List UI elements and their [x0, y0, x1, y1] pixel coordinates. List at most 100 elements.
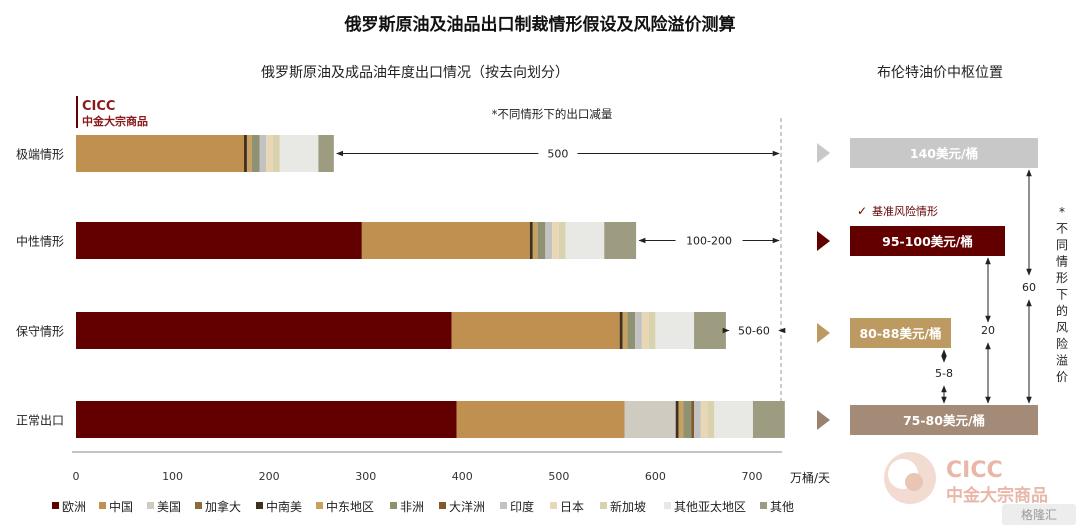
bar-segment: [694, 401, 701, 438]
bar-segment: [624, 401, 676, 438]
category-label: 中性情形: [16, 234, 64, 249]
check-icon: ✓: [857, 204, 867, 218]
vertical-note-char: 形: [1056, 271, 1068, 285]
x-axis-unit: 万桶/天: [790, 470, 830, 485]
legend-swatch: [550, 502, 557, 509]
reduction-label: 100-200: [686, 235, 732, 248]
bar-segment: [361, 222, 530, 259]
vertical-note-char: 不: [1056, 222, 1068, 236]
brent-box-label: 75-80美元/桶: [903, 413, 985, 428]
pointer-arrow: [817, 323, 830, 343]
legend-swatch: [390, 502, 397, 509]
legend-label: 加拿大: [205, 499, 241, 514]
legend-label: 日本: [560, 500, 584, 514]
legend-swatch: [500, 502, 507, 509]
bar-segment: [648, 312, 656, 349]
spread-label: 5-8: [935, 367, 953, 380]
brent-box: [850, 138, 1038, 168]
bar-segment: [259, 135, 267, 172]
bar-segment: [683, 401, 692, 438]
legend-swatch: [195, 502, 202, 509]
bar-segment: [752, 401, 785, 438]
x-tick-400: 400: [452, 470, 473, 483]
bar-segment: [604, 222, 637, 259]
legend-label: 其他: [770, 500, 794, 514]
legend-label: 中南美: [266, 499, 302, 514]
logo-en: CICC: [82, 99, 115, 114]
vertical-note-char: 风: [1056, 321, 1068, 335]
bar-segment: [619, 312, 623, 349]
brent-panel: 140美元/桶 95-100美元/桶 80-88美元/桶 75-80美元/桶 ✓ 基准风险…: [817, 138, 1068, 435]
bar-segment: [246, 135, 252, 172]
bar-segment: [537, 222, 546, 259]
legend-swatch: [439, 502, 446, 509]
legend-swatch: [316, 502, 323, 509]
legend-label: 欧洲: [62, 500, 86, 514]
legend-label: 新加坡: [610, 499, 646, 514]
bar-segment: [565, 222, 605, 259]
reduction-annotations: 500 100-200 50-60: [336, 148, 786, 338]
legend-label: 中国: [109, 499, 133, 514]
brent-box: [850, 318, 951, 348]
x-tick-300: 300: [355, 470, 376, 483]
pointer-arrow: [817, 143, 830, 163]
watermark-cn: 中金大宗商品: [946, 485, 1048, 506]
bar-segment: [678, 401, 684, 438]
bar-segment: [76, 135, 245, 172]
bar-segment: [635, 312, 642, 349]
vertical-note-char: 险: [1056, 336, 1068, 351]
vertical-note-char: 溢: [1056, 354, 1068, 368]
legend-label: 印度: [510, 499, 534, 514]
bar-segment: [273, 135, 280, 172]
legend-swatch: [760, 502, 767, 509]
bar-segment: [558, 222, 566, 259]
legend-label: 大洋洲: [449, 499, 485, 514]
baseline-note: 基准风险情形: [872, 204, 938, 218]
category-label: 极端情形: [16, 148, 64, 162]
brent-box-label: 80-88美元/桶: [859, 326, 941, 341]
reduction-subtitle: *不同情形下的出口减量: [492, 107, 613, 121]
bar-segment: [279, 135, 319, 172]
chart-title: 俄罗斯原油及成品油年度出口情况（按去向划分）: [261, 65, 569, 81]
x-tick-200: 200: [259, 470, 280, 483]
bar-segment: [451, 312, 620, 349]
bar-segment: [456, 401, 625, 438]
legend-swatch: [664, 502, 671, 509]
vertical-note-char: *: [1059, 205, 1065, 219]
bar-segment: [675, 401, 679, 438]
legend-swatch: [256, 502, 263, 509]
bar-segment: [700, 401, 708, 438]
x-tick-100: 100: [162, 470, 183, 483]
bar-segment: [545, 222, 553, 259]
watermark-en: CICC: [946, 458, 1003, 483]
bar-segment: [655, 312, 695, 349]
legend-label: 中东地区: [326, 499, 374, 514]
legend-swatch: [52, 502, 59, 509]
vertical-note-char: 的: [1056, 303, 1068, 318]
vertical-note-char: 情: [1056, 255, 1068, 269]
legend-swatch: [600, 502, 607, 509]
bar-segment: [627, 312, 636, 349]
legend-label: 非洲: [400, 500, 424, 514]
stacked-bars: [76, 135, 785, 438]
page-title: 俄罗斯原油及油品出口制裁情形假设及风险溢价测算: [344, 14, 736, 35]
legend-swatch: [147, 502, 154, 509]
legend-label: 美国: [157, 500, 181, 514]
brent-box-label: 95-100美元/桶: [882, 234, 973, 249]
bar-segment: [244, 135, 247, 172]
bar-segment: [552, 222, 559, 259]
brent-box: [850, 405, 1038, 435]
pointer-arrow: [817, 231, 830, 251]
bar-segment: [76, 312, 452, 349]
x-tick-600: 600: [645, 470, 666, 483]
spread-label: 60: [1022, 281, 1036, 294]
bar-segment: [694, 312, 726, 349]
x-tick-500: 500: [548, 470, 569, 483]
reduction-label: 50-60: [738, 325, 770, 338]
bar-segment: [529, 222, 533, 259]
x-tick-labels: 0 100 200 300 400 500 600 700: [73, 470, 763, 483]
logo-cn: 中金大宗商品: [82, 114, 148, 128]
